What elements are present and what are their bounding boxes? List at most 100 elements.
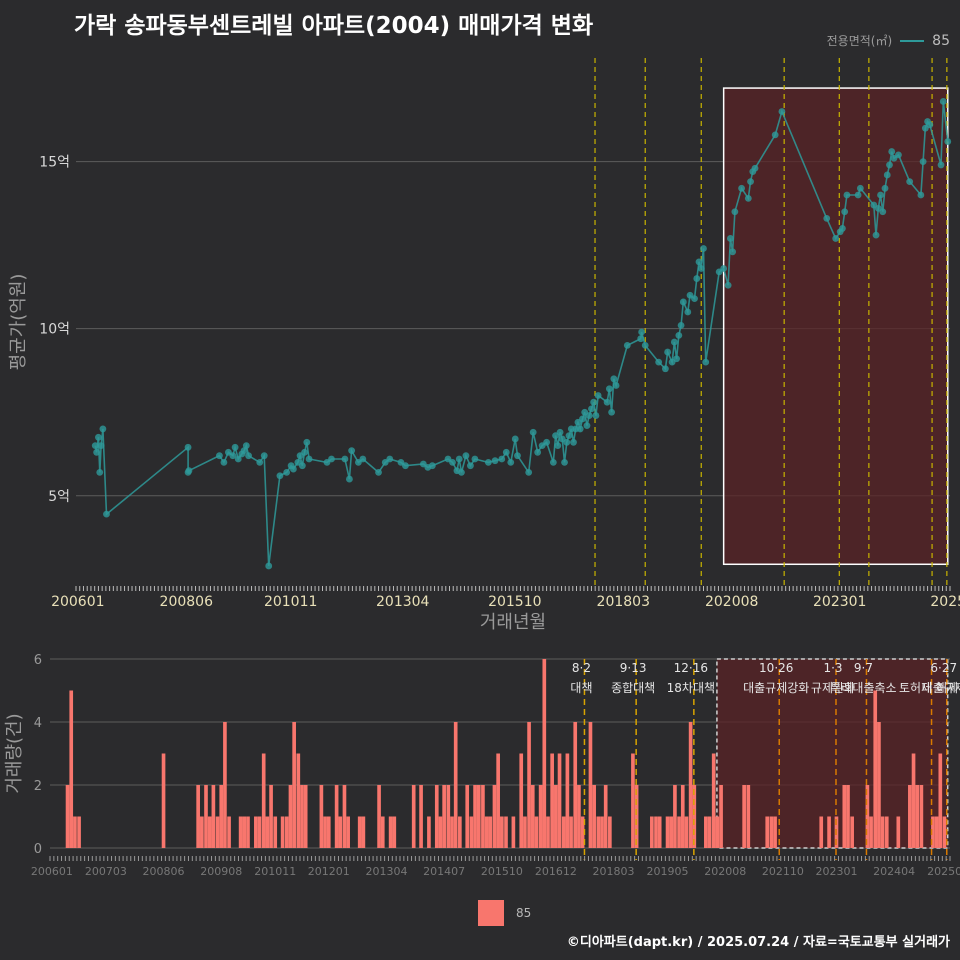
volume-bar: [438, 816, 443, 848]
price-point: [944, 138, 952, 145]
x-tick-label: 2025: [930, 594, 960, 610]
y-tick-label: 0: [34, 842, 42, 857]
volume-bar: [246, 816, 250, 848]
price-point: [677, 321, 685, 329]
volume-bar: [511, 816, 516, 848]
price-point: [529, 428, 537, 436]
price-point: [731, 208, 739, 216]
volume-bar: [654, 816, 658, 848]
x-tick-label: 201510: [488, 594, 541, 610]
policy-date-label: 9·13: [620, 661, 647, 675]
price-point: [744, 194, 752, 202]
volume-bar: [219, 785, 224, 848]
price-point: [549, 458, 557, 466]
volume-bar: [500, 816, 504, 848]
price-point: [386, 455, 394, 463]
price-point: [359, 455, 367, 463]
legend-bottom-label: 85: [516, 906, 532, 920]
volume-bar: [334, 785, 339, 848]
volume-bar: [665, 816, 670, 848]
volume-bar: [523, 816, 527, 848]
x-tick-label: 201612: [535, 865, 577, 878]
volume-bar: [204, 785, 208, 848]
price-point: [99, 425, 107, 433]
volume-bar: [300, 785, 304, 848]
volume-bar: [442, 785, 446, 848]
volume-bar: [476, 785, 481, 848]
volume-bar: [934, 816, 939, 848]
x-tick-label: 201407: [423, 865, 465, 878]
volume-bar: [161, 753, 166, 848]
price-point: [265, 562, 273, 570]
volume-bar: [711, 753, 716, 848]
volume-bar: [419, 785, 423, 848]
volume-bar: [873, 690, 878, 848]
price-point: [605, 385, 613, 393]
volume-bar: [361, 816, 366, 848]
price-point: [467, 462, 474, 470]
volume-bar: [650, 816, 654, 848]
price-point: [664, 348, 672, 356]
volume-bar: [677, 816, 681, 848]
price-point: [872, 231, 880, 239]
volume-bar: [580, 816, 585, 848]
volume-bar: [631, 753, 635, 848]
price-point: [592, 412, 600, 419]
price-point: [883, 171, 891, 179]
price-point: [563, 438, 571, 446]
x-tick-label: 202110: [762, 865, 804, 878]
price-point: [832, 235, 840, 242]
price-point: [491, 457, 499, 465]
price-point: [256, 458, 264, 466]
volume-bar: [342, 785, 347, 848]
volume-bar: [877, 722, 881, 848]
volume-bar: [465, 785, 470, 848]
price-point: [579, 415, 586, 423]
volume-bar: [527, 722, 531, 848]
volume-bar: [704, 816, 708, 848]
price-point: [655, 358, 663, 366]
volume-bar: [326, 816, 331, 848]
x-tick-label: 200601: [51, 594, 104, 610]
price-point: [695, 258, 703, 266]
volume-bar: [488, 816, 493, 848]
volume-bar: [542, 659, 547, 848]
price-point: [103, 510, 110, 518]
volume-bar: [273, 816, 278, 848]
policy-name-label: 종합대책: [611, 680, 655, 695]
volume-bar: [908, 785, 912, 848]
volume-bar: [288, 785, 293, 848]
volume-bar: [588, 722, 593, 848]
volume-bar: [546, 816, 550, 848]
price-point: [747, 178, 754, 186]
price-point: [738, 184, 745, 192]
volume-bar: [196, 785, 200, 848]
price-point: [276, 472, 284, 480]
x-tick-label: 201510: [481, 865, 523, 878]
volume-bar: [319, 785, 324, 848]
chart-title: 가락 송파동부센트레빌 아파트(2004) 매매가격 변화: [74, 13, 594, 39]
volume-bar: [504, 816, 508, 848]
price-point: [886, 161, 893, 169]
volume-bar: [238, 816, 243, 848]
price-point: [301, 448, 308, 456]
price-point: [926, 121, 934, 129]
price-point: [843, 191, 851, 199]
price-point: [348, 447, 356, 455]
volume-bar: [77, 816, 81, 848]
price-point: [525, 468, 533, 476]
price-point: [346, 475, 353, 483]
volume-bar: [538, 785, 543, 848]
highlight-box: [722, 87, 949, 566]
volume-bar: [688, 722, 693, 848]
volume-bar: [865, 785, 870, 848]
price-point: [565, 432, 573, 440]
legend-top: 전용면적(㎡) 85: [827, 32, 950, 49]
volume-bar: [519, 753, 524, 848]
volume-bar: [573, 722, 578, 848]
volume-bar: [257, 816, 262, 848]
x-tick-label: 202301: [815, 865, 857, 878]
volume-bar: [896, 816, 901, 848]
price-point: [234, 455, 242, 463]
price-point: [877, 191, 884, 199]
